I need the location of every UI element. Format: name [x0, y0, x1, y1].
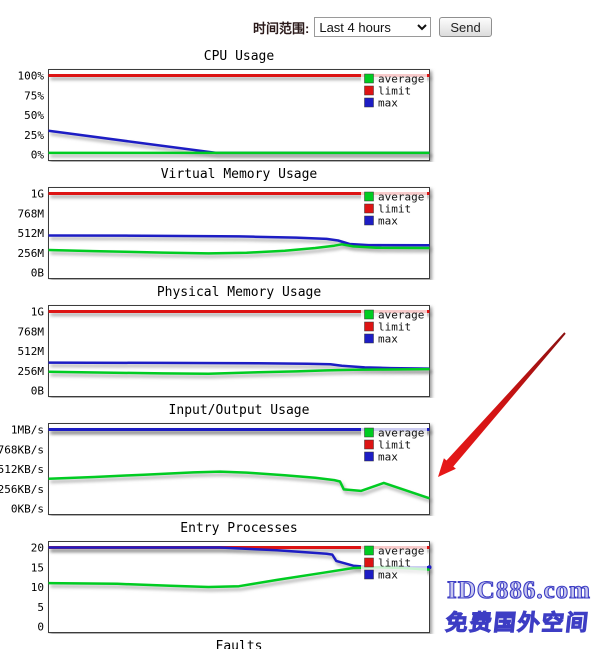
y-tick-label: 256M — [18, 247, 45, 260]
legend-label-limit: limit — [378, 557, 411, 570]
chart-physical-memory: Physical Memory Usage average limit max 1G 7… — [0, 282, 440, 400]
legend-label-max: max — [378, 215, 398, 228]
y-tick-label: 100% — [18, 70, 45, 83]
legend-label-max: max — [378, 333, 398, 346]
legend-label-average: average — [378, 73, 424, 86]
annotation-arrow-icon — [438, 332, 566, 477]
y-tick-label: 256KB/s — [0, 483, 44, 496]
y-tick-label: 256M — [18, 365, 45, 378]
chart-title: Input/Output Usage — [168, 403, 310, 418]
legend-label-average: average — [378, 309, 424, 322]
series-average — [48, 367, 430, 376]
time-range-label: 时间范围: — [253, 20, 310, 36]
time-range-form: 时间范围: Last 4 hours Send — [253, 16, 492, 38]
y-tick-label: 768M — [18, 325, 45, 338]
y-tick-label: 5 — [37, 601, 44, 614]
series-max — [48, 361, 430, 370]
chart-plot: average limit max 100% 75% 50% 25% 0% — [0, 68, 440, 162]
time-range-select[interactable]: Last 4 hours — [314, 17, 432, 37]
chart-entry-processes: Entry Processes average limit max 20 15 10 5 0 — [0, 518, 440, 636]
chart-plot: average limit max 1G 768M 512M 256M 0B — [0, 186, 440, 280]
charts-column: CPU Usage average limit max 100% 75% 50% 25% 0%… — [0, 46, 440, 649]
chart-plot: average limit max 1G 768M 512M 256M 0B — [0, 304, 440, 398]
chart-title: Physical Memory Usage — [156, 285, 322, 300]
chart-title: Entry Processes — [180, 521, 298, 536]
y-tick-label: 0KB/s — [11, 503, 44, 516]
series-max — [48, 234, 430, 247]
chart-title: Faults — [215, 639, 263, 649]
y-tick-label: 768M — [18, 207, 45, 220]
legend-label-limit: limit — [378, 85, 411, 98]
y-tick-label: 0B — [31, 385, 45, 398]
y-tick-label: 512KB/s — [0, 463, 44, 476]
series-average — [48, 470, 430, 500]
y-tick-label: 0 — [37, 621, 44, 634]
chart-input-output: Input/Output Usage average limit max 1MB/s 7… — [0, 400, 440, 518]
y-tick-label: 0% — [31, 149, 45, 162]
series-average — [48, 243, 430, 255]
legend-label-limit: limit — [378, 321, 411, 334]
y-tick-label: 50% — [24, 109, 44, 122]
watermark-slogan: 免费国外空间 — [444, 609, 592, 635]
y-tick-label: 15 — [31, 561, 44, 574]
y-tick-label: 10 — [31, 581, 44, 594]
chart-cpu-usage: CPU Usage average limit max 100% 75% 50% 25% 0% — [0, 46, 440, 164]
legend-label-average: average — [378, 427, 424, 440]
send-button[interactable]: Send — [439, 17, 492, 37]
watermark-site: IDC886.com — [446, 576, 591, 604]
y-tick-label: 1MB/s — [11, 424, 44, 437]
chart-plot: average limit max 20 15 10 5 0 — [0, 540, 440, 634]
y-tick-label: 1G — [31, 188, 44, 201]
y-tick-label: 768KB/s — [0, 443, 44, 456]
y-tick-label: 512M — [18, 345, 45, 358]
chart-faults-partial: Faults — [0, 636, 440, 649]
legend-label-limit: limit — [378, 439, 411, 452]
chart-title: Virtual Memory Usage — [160, 167, 318, 182]
chart-title: CPU Usage — [203, 49, 275, 64]
legend-label-max: max — [378, 569, 398, 582]
chart-plot: average limit max 1MB/s 768KB/s 512KB/s 256KB/… — [0, 422, 440, 516]
y-tick-label: 0B — [31, 267, 45, 280]
y-tick-label: 1G — [31, 306, 44, 319]
legend-label-limit: limit — [378, 203, 411, 216]
y-tick-label: 20 — [31, 542, 44, 555]
legend-label-max: max — [378, 451, 398, 464]
y-tick-label: 512M — [18, 227, 45, 240]
y-tick-label: 75% — [24, 89, 44, 102]
legend-label-average: average — [378, 545, 424, 558]
y-tick-label: 25% — [24, 129, 44, 142]
legend-label-average: average — [378, 191, 424, 204]
chart-virtual-memory: Virtual Memory Usage average limit max 1G 76… — [0, 164, 440, 282]
legend-label-max: max — [378, 97, 398, 110]
